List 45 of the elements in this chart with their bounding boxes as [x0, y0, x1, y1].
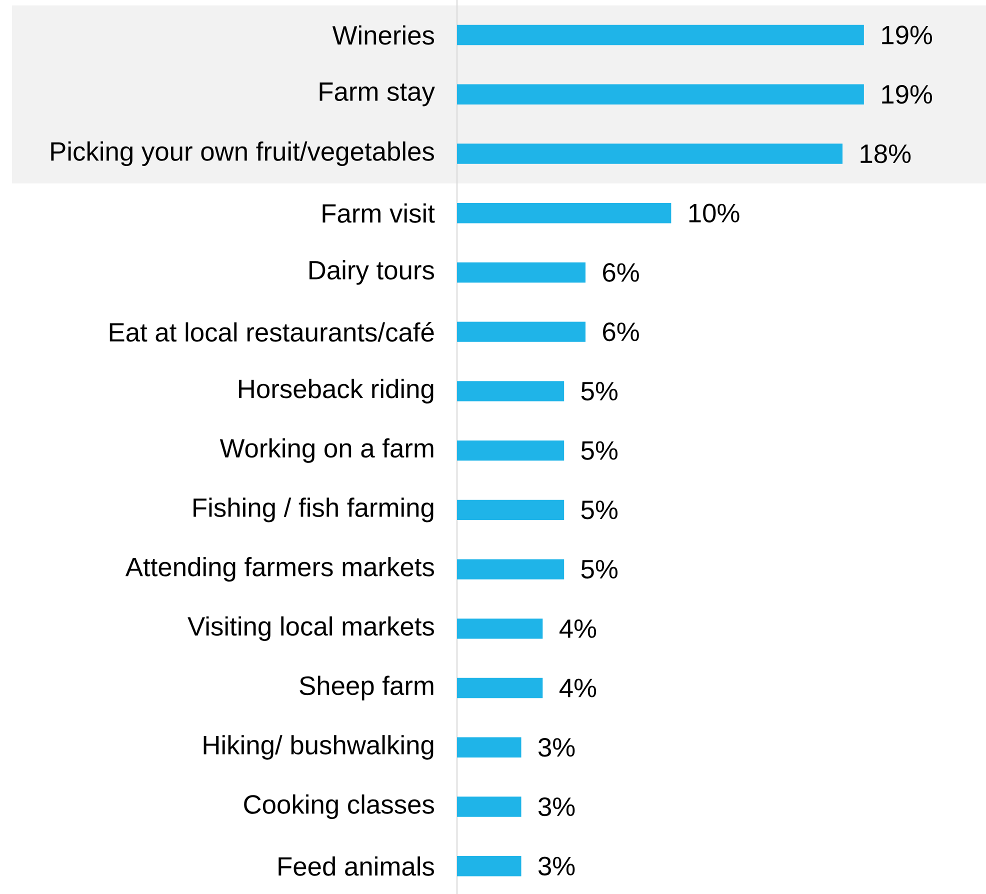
bar [457, 262, 586, 283]
bar [457, 500, 564, 520]
y-tick-label: Attending farmers markets [125, 556, 434, 582]
data-label: 4% [559, 678, 596, 698]
data-label: 6% [603, 263, 639, 282]
bar [457, 856, 522, 876]
data-label: 19% [882, 26, 932, 44]
bar [457, 618, 543, 639]
y-tick-label: Wineries [332, 25, 434, 45]
data-label: 5% [581, 382, 618, 400]
y-tick-label: Visiting local markets [188, 616, 434, 641]
data-label: 18% [860, 144, 911, 164]
y-tick-label: Picking your own fruit/vegetables [51, 141, 434, 166]
y-tick-label: Dairy tours [310, 260, 434, 285]
y-tick-label: Feed animals [278, 856, 434, 876]
data-label: 3% [538, 856, 575, 876]
data-label: 5% [581, 500, 618, 520]
data-label: 6% [603, 322, 639, 342]
y-tick-label: Horseback riding [239, 378, 434, 404]
bar [457, 381, 564, 402]
bar [457, 440, 564, 461]
y-tick-label: Cooking classes [244, 794, 434, 820]
y-tick-label: Farm visit [322, 203, 435, 223]
y-tick-label: Fishing / fish farming [194, 498, 434, 522]
bar [457, 24, 864, 46]
y-tick-label: Farm stay [320, 82, 435, 106]
bar [457, 203, 672, 224]
bar [457, 322, 586, 342]
y-tick-label: Eat at local restaurants/café [110, 322, 434, 342]
data-label: 3% [538, 738, 575, 757]
data-label: 5% [581, 560, 618, 579]
bar [457, 559, 564, 580]
bar [457, 796, 522, 817]
bar [457, 678, 543, 698]
bar [457, 144, 843, 164]
bar [457, 737, 522, 758]
data-label: 5% [581, 441, 618, 460]
y-tick-label: Sheep farm [300, 676, 434, 700]
y-tick-label: Working on a farm [220, 438, 434, 463]
y-tick-label: Hiking/ bushwalking [204, 735, 434, 760]
data-label: 4% [559, 619, 596, 638]
data-label: 10% [689, 204, 740, 222]
bar [457, 84, 864, 104]
data-label: 3% [538, 797, 575, 816]
data-label: 19% [882, 85, 932, 104]
